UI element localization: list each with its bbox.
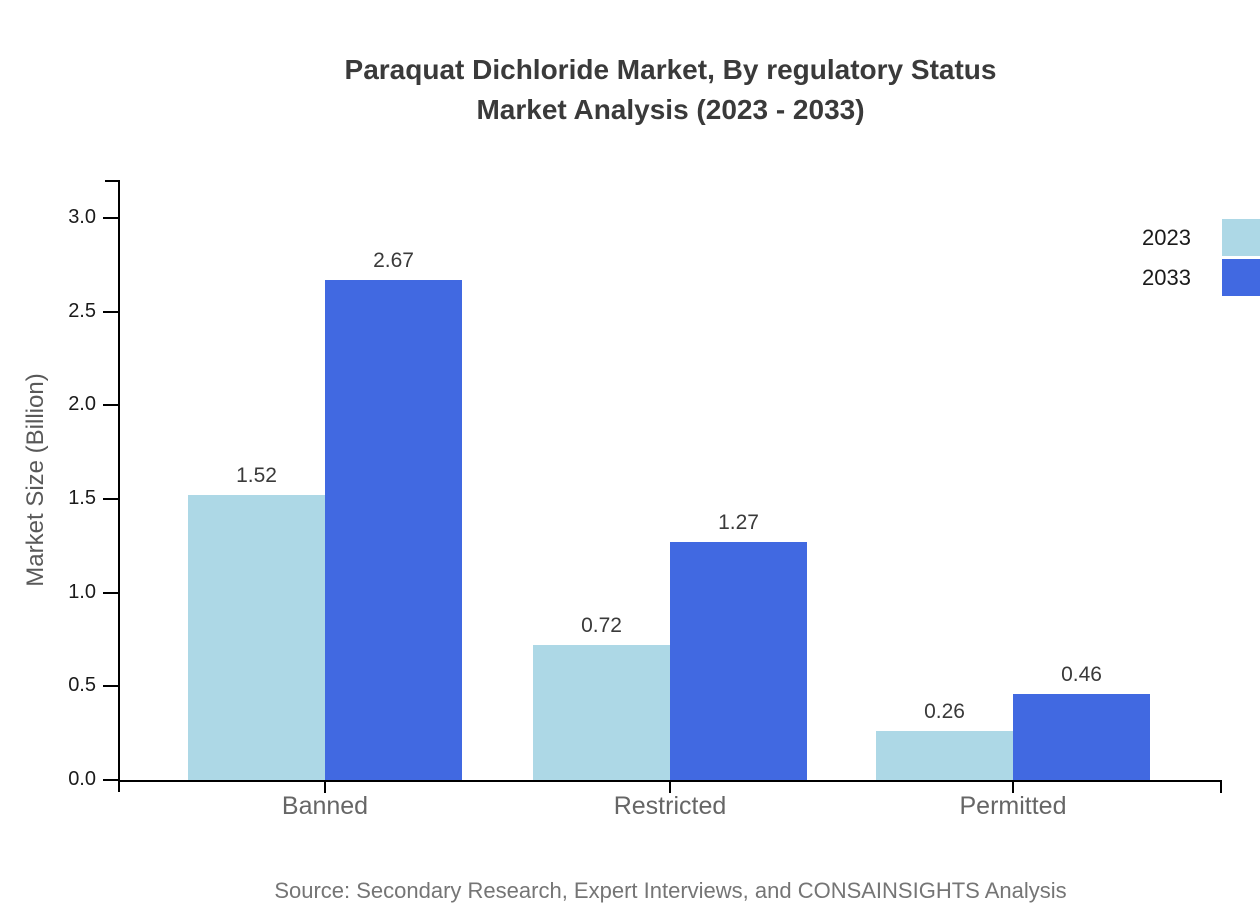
y-tick-label: 1.0 — [68, 580, 96, 603]
y-tick — [103, 591, 119, 594]
bar-2023-banned — [188, 495, 325, 780]
bar-value-label-2033-banned: 2.67 — [373, 248, 414, 272]
legend-swatch-2033 — [1222, 259, 1260, 296]
x-category-label-restricted: Restricted — [613, 792, 727, 820]
chart-title: Paraquat Dichloride Market, By regulator… — [119, 50, 1222, 130]
chart-title-line1: Paraquat Dichloride Market, By regulator… — [344, 54, 997, 85]
x-axis-end-tick — [1220, 780, 1222, 793]
legend-swatch-2023 — [1222, 219, 1260, 256]
y-tick-label: 0.0 — [68, 768, 96, 790]
legend: 2023 2033 — [1142, 219, 1260, 299]
y-axis-spine — [118, 180, 120, 792]
bar-2033-banned — [325, 279, 462, 780]
y-tick-label: 2.0 — [68, 393, 96, 416]
y-tick — [103, 404, 119, 407]
x-category-label-banned: Banned — [281, 792, 369, 820]
y-tick-label: 2.5 — [68, 299, 96, 322]
x-tick-restricted — [669, 780, 671, 793]
bar-2023-permitted — [876, 731, 1013, 780]
y-tick — [103, 779, 119, 781]
y-tick — [103, 685, 119, 688]
bar-value-label-2033-permitted: 0.46 — [1061, 662, 1102, 686]
legend-label-2033: 2033 — [1142, 264, 1191, 290]
bar-2033-permitted — [1013, 693, 1150, 780]
legend-label-2023: 2023 — [1142, 224, 1191, 250]
x-category-label-permitted: Permitted — [959, 792, 1067, 820]
bar-2033-restricted — [670, 542, 807, 780]
bar-value-label-2023-banned: 1.52 — [236, 464, 277, 488]
x-tick-banned — [324, 780, 326, 793]
legend-item-2033: 2033 — [1142, 259, 1260, 296]
bar-value-label-2023-permitted: 0.26 — [924, 700, 965, 724]
y-tick-label: 3.0 — [68, 206, 96, 228]
bar-value-label-2023-restricted: 0.72 — [581, 614, 622, 638]
x-tick-permitted — [1012, 780, 1014, 793]
bar-2023-restricted — [533, 645, 670, 780]
bar-value-label-2033-restricted: 1.27 — [718, 511, 759, 535]
legend-item-2023: 2023 — [1142, 219, 1260, 256]
y-tick-label: 0.5 — [68, 674, 96, 697]
chart-title-line2: Market Analysis (2023 - 2033) — [476, 94, 865, 125]
y-tick-label: 1.5 — [68, 487, 96, 509]
y-axis-top-cap — [105, 180, 120, 182]
y-tick — [103, 498, 119, 500]
source-text: Source: Secondary Research, Expert Inter… — [274, 878, 1067, 903]
y-tick — [103, 217, 119, 219]
y-tick — [103, 310, 119, 313]
